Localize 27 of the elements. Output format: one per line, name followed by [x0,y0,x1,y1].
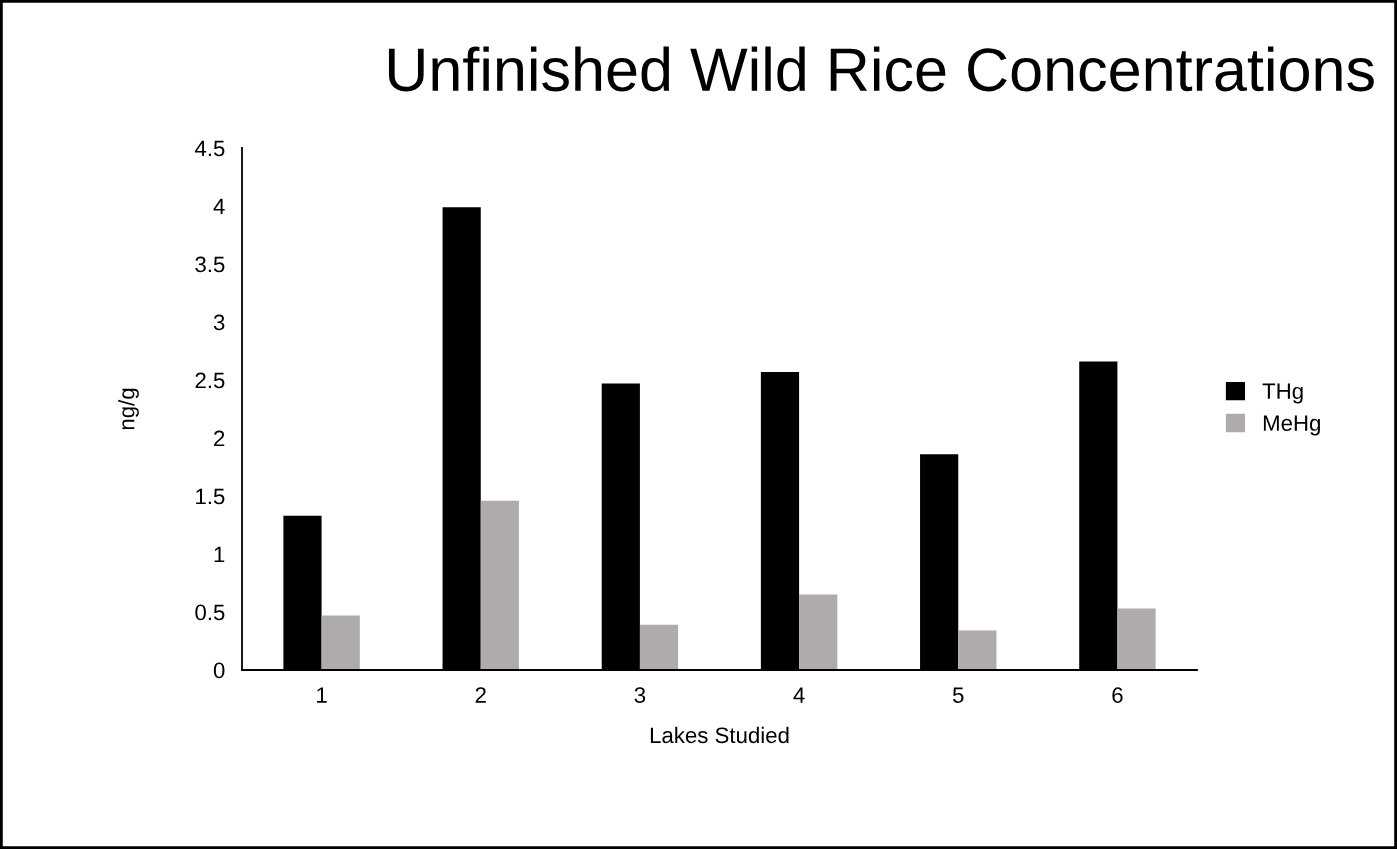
y-tick-label: 2 [214,430,225,447]
x-tick-label: 3 [634,687,646,703]
x-axis-title: Lakes Studied [650,726,789,744]
bar [799,594,838,670]
x-tick-label: 1 [317,687,327,703]
y-tick-label: 4 [213,198,225,215]
y-tick-label: 0 [213,662,225,679]
legend-label: THg [1262,383,1303,404]
y-tick-label: 3 [213,314,225,331]
y-tick-label: 3.5 [195,256,225,273]
bar [639,624,679,670]
y-tick-label: 0.5 [195,604,225,621]
x-tick-label: 6 [1112,687,1123,703]
y-tick-label: 1 [214,546,225,563]
bar [321,615,360,670]
y-tick-label: 4.5 [194,140,225,157]
x-tick-label: 2 [475,687,486,703]
x-tick-label: 5 [952,687,964,703]
y-axis-title: ng/g [118,388,139,430]
x-tick-label: 4 [793,687,805,703]
chart-title: Unfinished Wild Rice Concentrations [388,46,1374,92]
legend-label: MeHg [1263,415,1320,436]
y-tick-label: 1.5 [196,488,225,505]
bar [480,500,519,670]
y-tick-label: 2.5 [195,372,225,389]
bar [1117,608,1156,670]
bar [958,630,997,670]
